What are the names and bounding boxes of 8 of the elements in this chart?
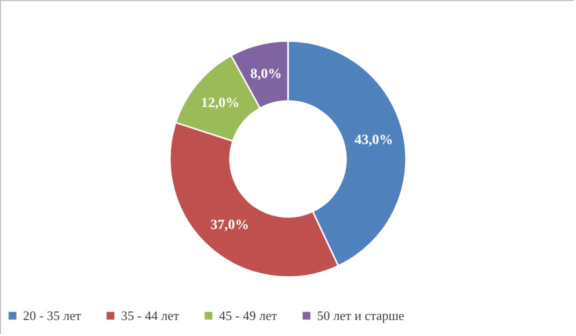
data-label: 37,0% bbox=[210, 218, 250, 234]
legend-label: 20 - 35 лет bbox=[23, 308, 82, 323]
data-label: 12,0% bbox=[200, 96, 240, 111]
legend-label: 50 лет и старше bbox=[317, 308, 405, 323]
data-label: 43,0% bbox=[354, 132, 394, 148]
legend-label: 35 - 44 лет bbox=[121, 308, 180, 323]
legend-label: 45 - 49 лет bbox=[219, 308, 278, 323]
data-label: 8,0% bbox=[250, 66, 282, 82]
